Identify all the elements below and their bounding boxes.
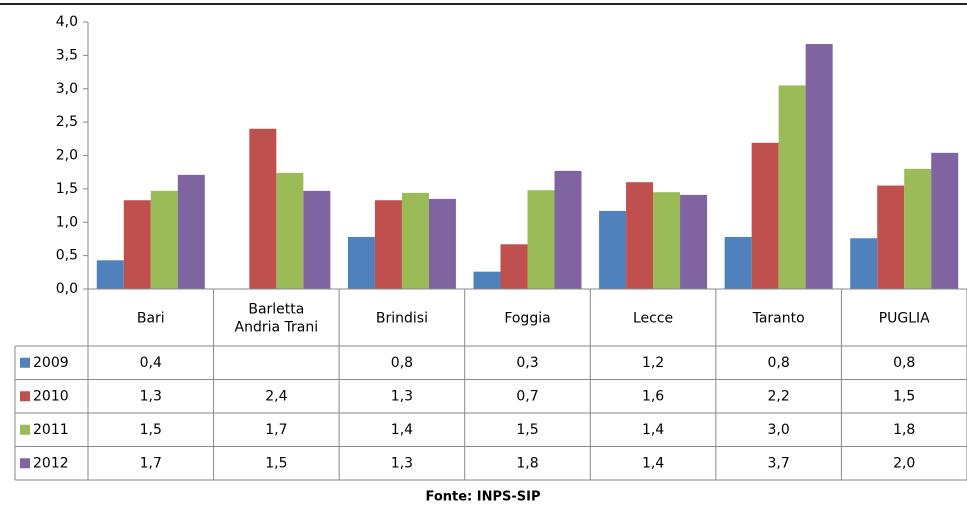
x-tick-label: Bari	[137, 311, 165, 327]
bar	[554, 170, 582, 289]
table-value: 2,2	[768, 388, 790, 404]
table-value: 1,7	[265, 422, 287, 438]
table-value: 0,3	[516, 355, 538, 371]
table-value: 1,4	[391, 422, 413, 438]
bar	[276, 172, 304, 289]
table-value: 0,7	[516, 388, 538, 404]
bar	[653, 192, 681, 289]
table-value: 1,6	[642, 388, 664, 404]
bar	[303, 190, 331, 289]
table-value: 1,3	[391, 455, 413, 471]
source-note: Fonte: INPS-SIP	[425, 490, 540, 505]
table-value: 1,5	[893, 388, 915, 404]
bar	[805, 44, 833, 290]
bar	[877, 185, 905, 289]
y-tick-label: 3,5	[56, 47, 78, 63]
table-value: 1,5	[516, 422, 538, 438]
bar	[123, 200, 151, 289]
bar	[680, 194, 708, 289]
x-tick-label: Lecce	[633, 311, 673, 327]
table-value: 0,8	[391, 355, 413, 371]
table-value: 2,4	[265, 388, 287, 404]
bar	[527, 190, 555, 289]
y-tick-label: 0,0	[56, 281, 78, 297]
table-value: 0,4	[140, 355, 162, 371]
table-value: 1,3	[140, 388, 162, 404]
bar	[150, 190, 178, 289]
bar	[249, 128, 277, 289]
table-value: 1,8	[893, 422, 915, 438]
table-value: 0,8	[768, 355, 790, 371]
legend-label: 2009	[33, 355, 69, 371]
table-value: 1,7	[140, 455, 162, 471]
bar	[500, 244, 528, 289]
y-tick-label: 0,5	[56, 248, 78, 264]
legend-swatch	[20, 357, 30, 368]
x-tick-label: PUGLIA	[879, 311, 930, 327]
table-value: 1,5	[140, 422, 162, 438]
x-tick-label: Taranto	[752, 311, 805, 327]
bar	[778, 85, 806, 289]
y-tick-label: 3,0	[56, 81, 78, 97]
bar	[374, 200, 402, 289]
legend-label: 2010	[33, 388, 69, 404]
bar	[751, 142, 779, 289]
bar	[599, 210, 627, 289]
y-tick-label: 4,0	[56, 14, 78, 30]
table-value: 2,0	[893, 455, 915, 471]
bar	[347, 236, 375, 289]
table-value: 0,8	[893, 355, 915, 371]
bar	[626, 182, 654, 289]
table-value: 1,4	[642, 422, 664, 438]
legend-swatch	[20, 424, 30, 435]
x-tick-label: Foggia	[504, 311, 550, 327]
bar	[428, 198, 456, 289]
table-value: 1,2	[642, 355, 664, 371]
table-value: 3,0	[768, 422, 790, 438]
table-value: 3,7	[768, 455, 790, 471]
bar	[850, 238, 878, 289]
bar	[473, 271, 501, 289]
table-value: 1,3	[391, 388, 413, 404]
bar	[401, 192, 429, 289]
bar	[724, 236, 752, 289]
table-value: 1,5	[265, 455, 287, 471]
x-tick-label: Brindisi	[376, 311, 428, 327]
table-value: 1,4	[642, 455, 664, 471]
x-tick-label: Barletta Andria Trani	[235, 302, 319, 336]
legend-swatch	[20, 391, 30, 402]
bar	[904, 168, 932, 289]
legend-label: 2012	[33, 455, 69, 471]
y-tick-label: 1,5	[56, 181, 78, 197]
legend-label: 2011	[33, 422, 69, 438]
y-tick-label: 2,0	[56, 148, 78, 164]
bar	[931, 152, 959, 289]
legend-swatch	[20, 458, 30, 469]
bar	[177, 174, 205, 289]
table-value: 1,8	[516, 455, 538, 471]
bar	[96, 260, 124, 289]
y-tick-label: 1,0	[56, 214, 78, 230]
y-tick-label: 2,5	[56, 114, 78, 130]
